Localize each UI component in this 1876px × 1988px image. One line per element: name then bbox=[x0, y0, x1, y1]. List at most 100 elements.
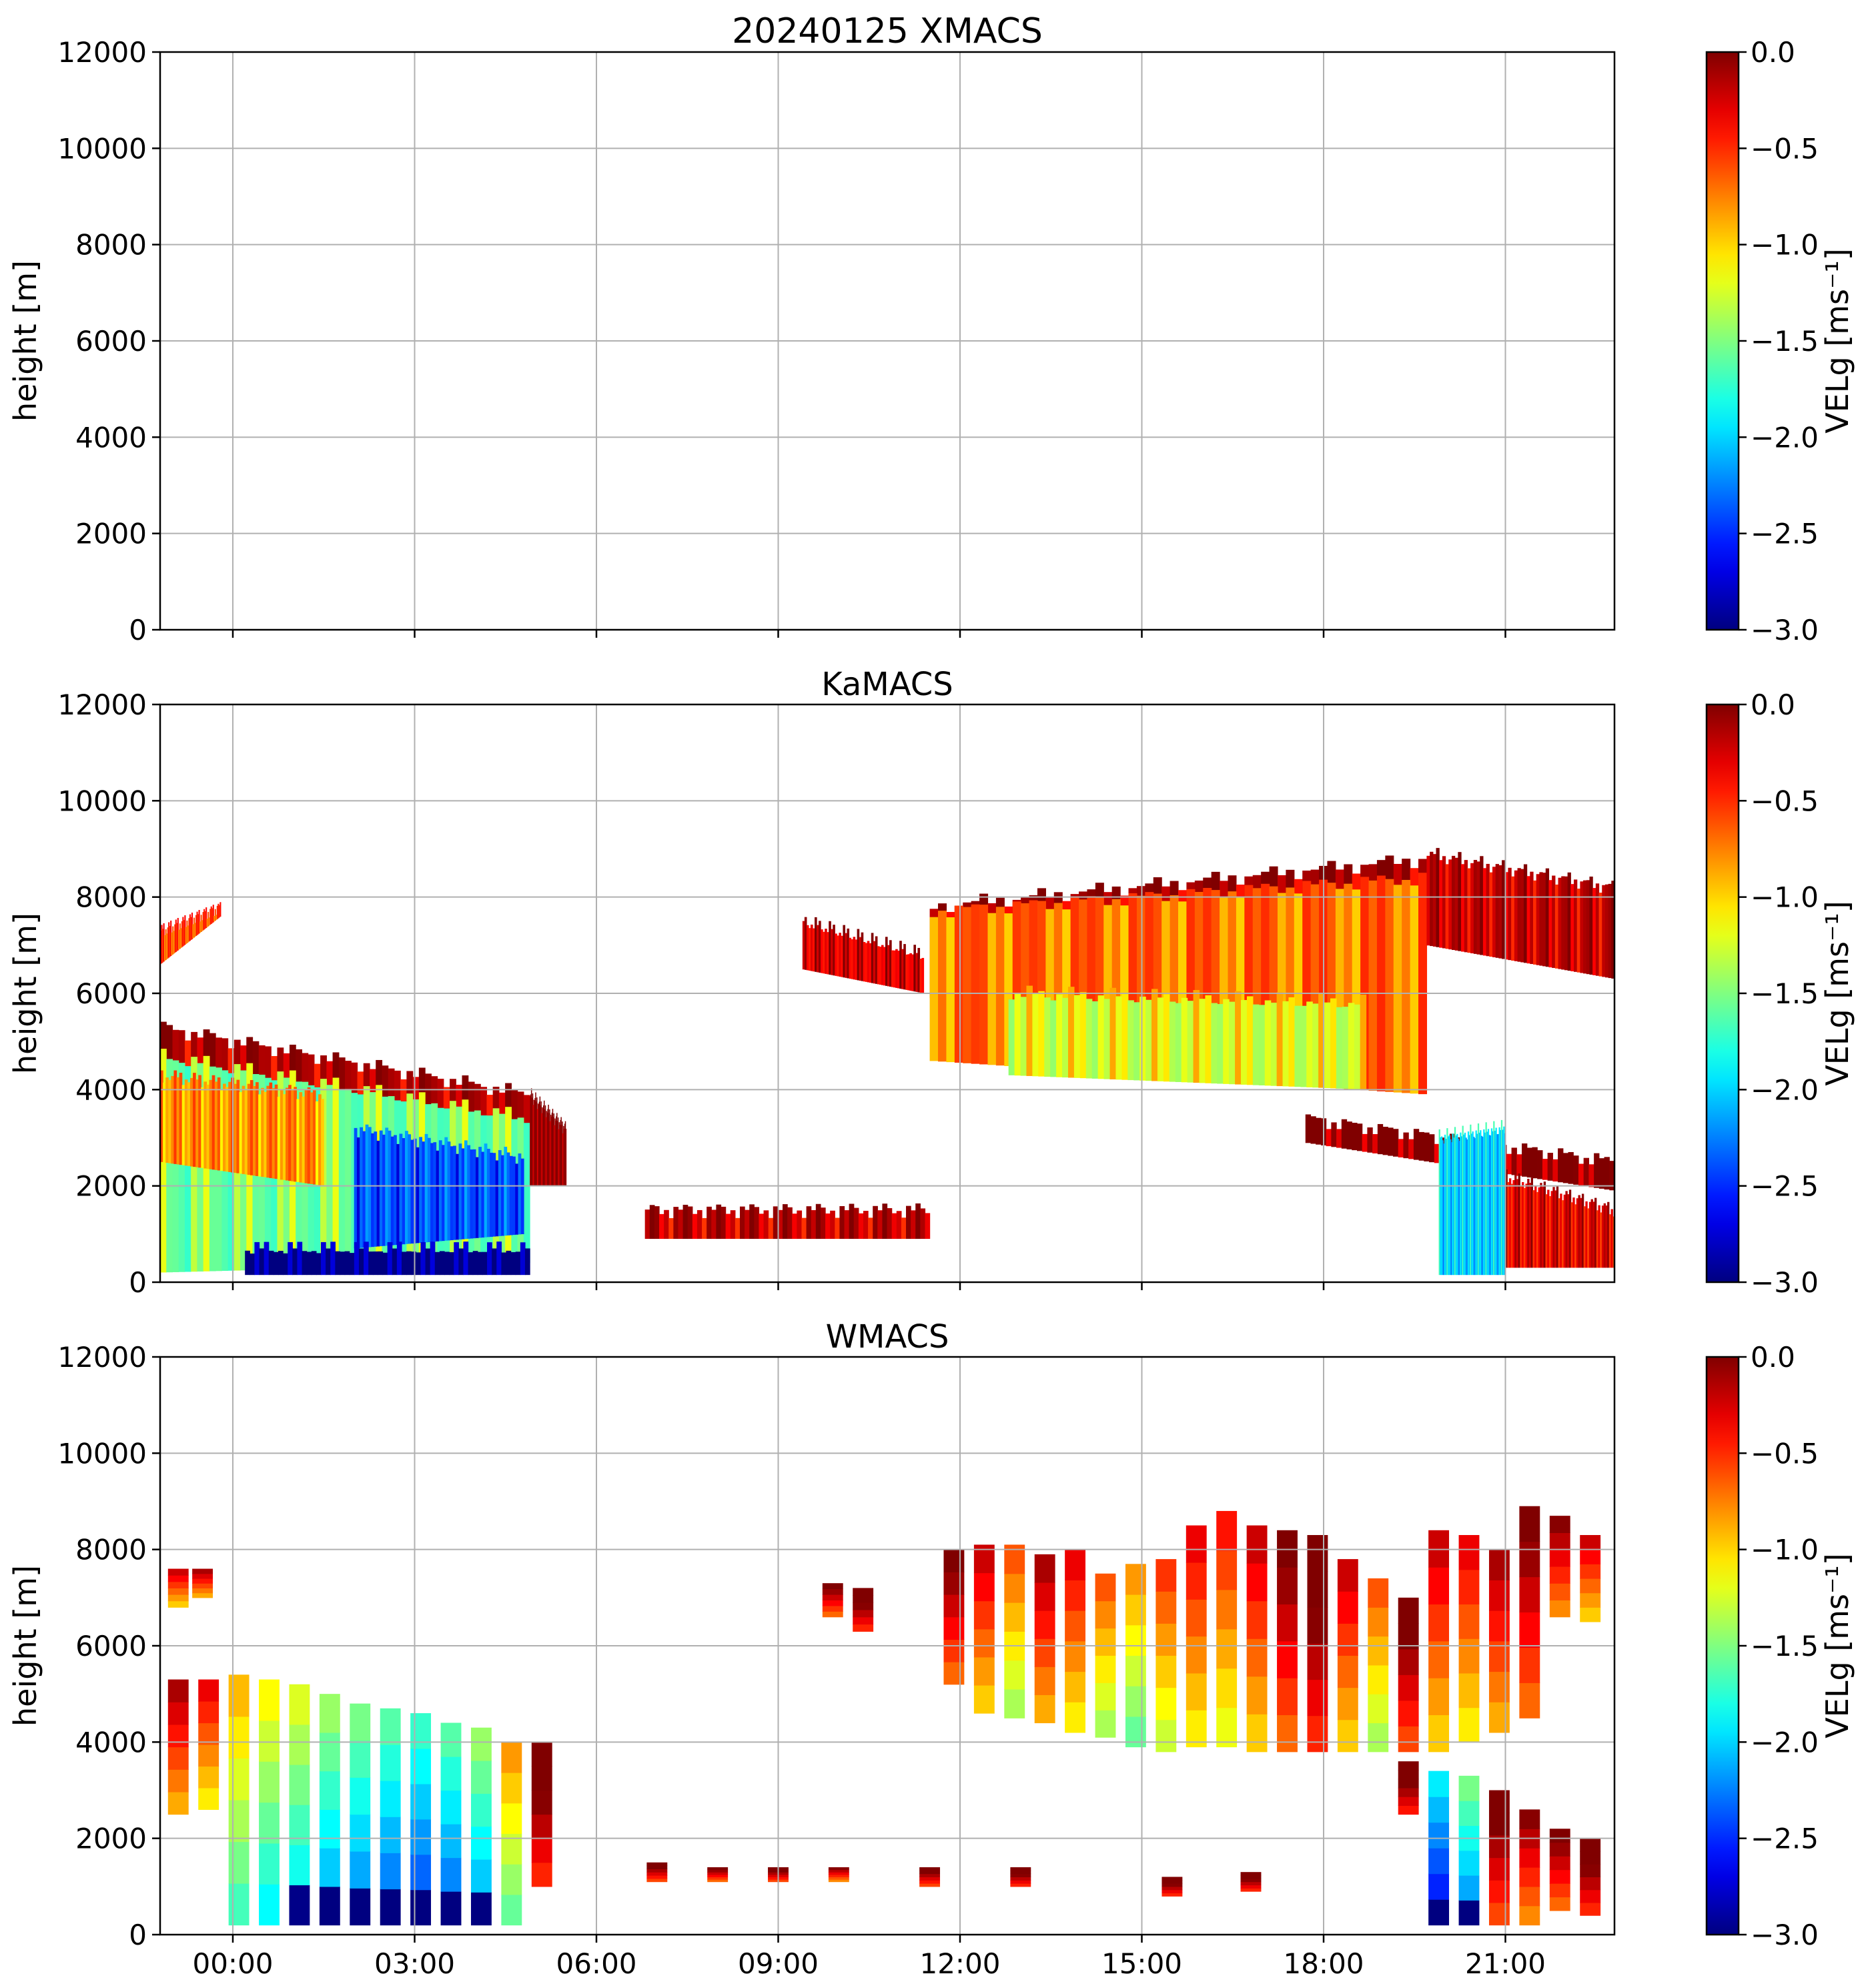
velocity-segment bbox=[828, 1874, 849, 1877]
velocity-cell bbox=[1511, 876, 1515, 961]
velocity-cell bbox=[360, 1127, 363, 1248]
velocity-segment bbox=[1580, 1864, 1601, 1877]
velocity-segment bbox=[531, 1838, 552, 1863]
velocity-segment bbox=[1458, 1801, 1480, 1827]
velocity-cell bbox=[1508, 867, 1512, 961]
y-axis-label: height [m] bbox=[7, 260, 43, 422]
velocity-cell bbox=[1504, 872, 1509, 960]
velocity-segment bbox=[319, 1694, 340, 1733]
velocity-cell bbox=[563, 1125, 564, 1186]
velocity-cell bbox=[387, 1241, 393, 1276]
velocity-segment bbox=[1095, 1600, 1116, 1629]
velocity-segment bbox=[973, 1600, 995, 1630]
velocity-segment bbox=[470, 1892, 492, 1926]
velocity-cell bbox=[1056, 994, 1063, 1077]
velocity-cell bbox=[181, 1085, 185, 1165]
velocity-cell bbox=[1103, 999, 1111, 1079]
velocity-cell bbox=[533, 1099, 535, 1186]
velocity-cell bbox=[987, 913, 997, 1065]
velocity-cell bbox=[1426, 855, 1430, 946]
y-tick-label: 10000 bbox=[57, 785, 147, 817]
y-tick-label: 12000 bbox=[57, 36, 147, 69]
velocity-segment bbox=[1010, 1877, 1031, 1881]
velocity-cell bbox=[843, 925, 846, 978]
velocity-segment bbox=[350, 1703, 371, 1741]
velocity-cell bbox=[1568, 1151, 1574, 1184]
velocity-cell bbox=[388, 1130, 392, 1246]
velocity-cell bbox=[210, 906, 212, 924]
velocity-cell bbox=[1548, 1196, 1552, 1268]
velocity-cell bbox=[815, 1203, 821, 1239]
velocity-segment bbox=[1161, 1880, 1183, 1884]
velocity-segment bbox=[319, 1771, 340, 1810]
velocity-cell bbox=[802, 921, 805, 970]
velocity-cell bbox=[917, 947, 921, 993]
velocity-cell bbox=[511, 1089, 518, 1131]
velocity-cell bbox=[1480, 1130, 1482, 1276]
velocity-cell bbox=[198, 1075, 201, 1168]
velocity-cell bbox=[258, 1094, 262, 1177]
velocity-cell bbox=[1454, 857, 1458, 951]
velocity-cell bbox=[399, 1133, 403, 1245]
velocity-cell bbox=[179, 923, 181, 949]
velocity-cell bbox=[480, 1087, 488, 1126]
velocity-cell bbox=[682, 1204, 688, 1239]
velocity-cell bbox=[875, 936, 878, 984]
velocity-cell bbox=[443, 1087, 450, 1120]
velocity-cell bbox=[1151, 989, 1158, 1081]
velocity-cell bbox=[1570, 1202, 1573, 1268]
velocity-segment bbox=[501, 1864, 522, 1895]
velocity-cell bbox=[564, 1123, 566, 1186]
velocity-cell bbox=[1476, 1133, 1478, 1276]
velocity-cell bbox=[171, 932, 173, 955]
velocity-cell bbox=[486, 1095, 494, 1127]
velocity-cell bbox=[181, 921, 183, 947]
velocity-cell bbox=[524, 1248, 530, 1276]
velocity-segment bbox=[1277, 1604, 1298, 1642]
y-tick-label: 6000 bbox=[75, 1630, 147, 1662]
velocity-cell bbox=[462, 1075, 469, 1123]
velocity-cell bbox=[320, 1055, 327, 1101]
y-tick-label: 2000 bbox=[75, 1823, 147, 1855]
velocity-cell bbox=[187, 925, 189, 943]
velocity-segment bbox=[1065, 1549, 1086, 1580]
velocity-cell bbox=[1438, 1129, 1440, 1276]
velocity-cell bbox=[557, 1117, 559, 1186]
velocity-segment bbox=[943, 1639, 965, 1662]
velocity-segment bbox=[1216, 1668, 1238, 1708]
velocity-segment bbox=[1428, 1899, 1450, 1926]
velocity-segment bbox=[1458, 1875, 1480, 1901]
velocity-cell bbox=[1562, 1153, 1569, 1183]
velocity-cell bbox=[812, 928, 815, 972]
velocity-cell bbox=[1079, 992, 1087, 1079]
velocity-cell bbox=[520, 1242, 526, 1276]
velocity-segment bbox=[192, 1592, 213, 1598]
velocity-cell bbox=[819, 921, 821, 973]
velocity-cell bbox=[1496, 1134, 1498, 1276]
velocity-cell bbox=[783, 1204, 788, 1239]
velocity-cell bbox=[294, 1087, 297, 1182]
velocity-cell bbox=[212, 905, 214, 923]
velocity-cell bbox=[385, 1127, 389, 1246]
velocity-cell bbox=[1306, 1001, 1313, 1087]
velocity-segment bbox=[501, 1894, 522, 1926]
velocity-cell bbox=[1270, 1003, 1278, 1086]
velocity-cell bbox=[565, 1128, 567, 1186]
velocity-cell bbox=[401, 1252, 407, 1276]
velocity-cell bbox=[1157, 997, 1164, 1081]
colorbar-tick-label: −1.0 bbox=[1751, 881, 1819, 914]
velocity-segment bbox=[1580, 1564, 1601, 1579]
panel-0: 0 2000 4000 6000 8000 10000 12000 20240125 XMAC… bbox=[7, 11, 1855, 646]
velocity-cell bbox=[901, 1217, 907, 1239]
velocity-cell bbox=[289, 1044, 296, 1096]
velocity-cell bbox=[827, 932, 829, 975]
velocity-cell bbox=[1492, 867, 1496, 957]
velocity-cell bbox=[556, 1113, 558, 1186]
velocity-cell bbox=[1580, 881, 1584, 973]
velocity-cell bbox=[174, 924, 176, 953]
velocity-segment bbox=[1458, 1707, 1480, 1743]
velocity-cell bbox=[297, 1241, 303, 1276]
velocity-segment bbox=[380, 1817, 401, 1853]
velocity-segment bbox=[1125, 1564, 1146, 1595]
y-tick-label: 4000 bbox=[75, 421, 147, 454]
